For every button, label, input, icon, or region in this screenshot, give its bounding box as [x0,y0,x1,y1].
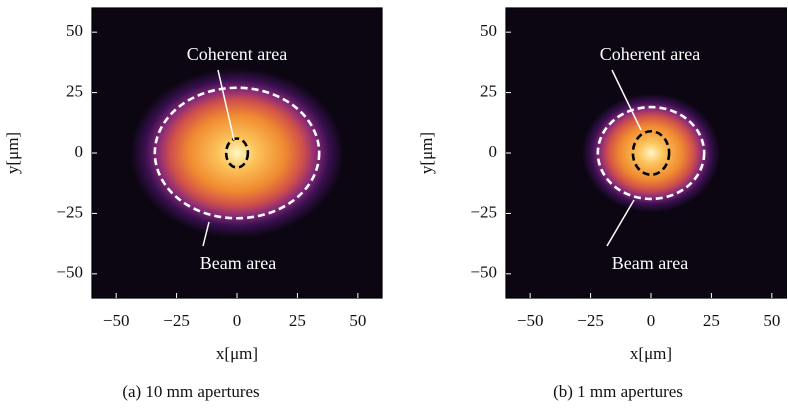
x-axis-label: x[μm] [630,344,672,363]
x-tick-label: 50 [763,311,780,330]
y-tick-label: 0 [489,142,498,161]
x-tick-label: 50 [349,311,366,330]
y-axis-label: y[μm] [417,132,436,174]
annotation: Coherent area [600,44,700,64]
x-tick-label: 0 [647,311,656,330]
x-tick-label: −25 [577,311,604,330]
y-axis-label: y[μm] [3,132,22,174]
region-ellipse [596,105,706,201]
y-tick-label: −25 [470,202,497,221]
region-ellipse [153,86,321,220]
x-tick-label: 25 [289,311,306,330]
y-tick-label: 25 [480,81,497,100]
x-tick-label: −50 [103,311,130,330]
heatmap-intensity [506,8,787,298]
x-axis-label: x[μm] [216,344,258,363]
x-tick-label: 0 [233,311,242,330]
x-tick-label: 25 [703,311,720,330]
leader-line [217,69,235,141]
caption: (b) 1 mm apertures [553,382,683,401]
heatmap-intensity [92,8,382,298]
annotation: Beam area [612,253,688,273]
x-tick-label: −25 [163,311,190,330]
x-tick-label: −50 [517,311,544,330]
y-tick-label: −50 [470,263,497,282]
leader-line [202,221,210,247]
y-tick-label: 25 [66,81,83,100]
annotation: Coherent area [187,44,287,64]
leader-line [611,69,642,131]
caption: (a) 10 mm apertures [122,382,259,401]
y-tick-label: −25 [56,202,83,221]
figure-body: Beam area Coherent area −50 −25 0 25 50 −50 −25 0… [3,7,787,401]
panel: Beam area Coherent area −50 −25 0 25 50 −50 −25 0… [417,7,787,401]
panel: Beam area Coherent area −50 −25 0 25 50 −50 −25 0… [3,7,383,401]
y-tick-label: −50 [56,263,83,282]
annotation: Beam area [200,253,276,273]
region-ellipse [224,137,250,169]
leader-line [606,199,635,247]
y-tick-label: 50 [66,21,83,40]
y-tick-label: 50 [480,21,497,40]
y-tick-label: 0 [75,142,84,161]
region-ellipse [631,129,671,177]
